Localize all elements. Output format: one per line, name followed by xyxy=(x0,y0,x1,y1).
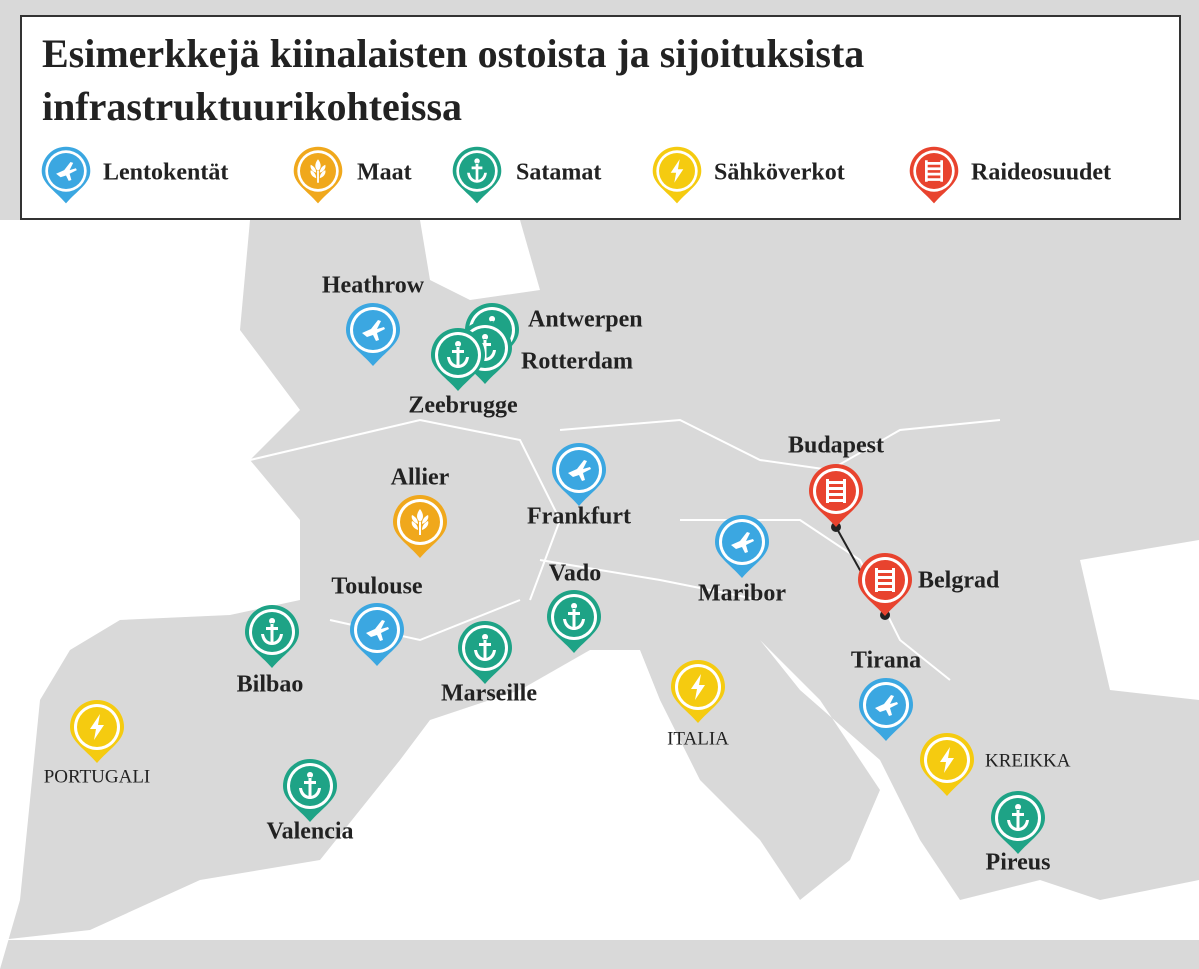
sea xyxy=(0,220,1199,969)
place-pin xyxy=(552,443,606,506)
place-label: PORTUGALI xyxy=(44,766,151,787)
place-pin xyxy=(547,590,601,653)
mediterranean xyxy=(0,640,1199,940)
atlantic xyxy=(0,220,300,969)
place-label: Frankfurt xyxy=(527,504,631,530)
pins: Heathrow Frankfurt Toulouse Maribor Tirana Al… xyxy=(44,273,1071,876)
pin-icon xyxy=(940,747,954,773)
pin-icon xyxy=(90,714,104,740)
legend-pin xyxy=(652,146,702,204)
place-pin xyxy=(283,759,337,822)
place-label: Tirana xyxy=(851,648,921,674)
legend-pin xyxy=(909,146,959,204)
place-pin xyxy=(859,678,913,741)
place-pin xyxy=(458,621,512,684)
pin-icon xyxy=(310,159,326,183)
legend-pin xyxy=(452,146,502,204)
pin-icon xyxy=(568,460,591,481)
legend-pin xyxy=(41,146,91,204)
pin-icon xyxy=(467,158,487,183)
place-label: KREIKKA xyxy=(985,750,1071,771)
place-pin xyxy=(346,303,400,366)
north-sea xyxy=(420,220,540,300)
place-label: Rotterdam xyxy=(521,349,633,375)
place-pin xyxy=(350,603,404,666)
place-pin xyxy=(393,495,447,558)
pin-icon xyxy=(366,620,389,641)
pin-icon xyxy=(691,674,705,700)
pin-icon xyxy=(1007,804,1029,831)
pin-icon xyxy=(447,341,469,368)
place-label: Zeebrugge xyxy=(408,393,518,419)
pin-icon xyxy=(411,509,429,535)
pin-icon xyxy=(474,334,496,361)
place-label: Toulouse xyxy=(331,574,423,600)
legend: Lentokentät Maat Satamat Sähköverkot Raideos… xyxy=(41,146,1111,204)
pin-face xyxy=(916,153,952,189)
pin-face xyxy=(865,560,905,600)
place-label: ITALIA xyxy=(667,728,729,749)
place-pin xyxy=(809,464,863,527)
pin-face xyxy=(816,471,856,511)
place-label: Maribor xyxy=(698,581,786,607)
place-label: Antwerpen xyxy=(528,307,643,333)
legend-box: Esimerkkejä kiinalaisten ostoista ja sij… xyxy=(20,15,1181,220)
place-label: Marseille xyxy=(441,681,537,707)
place-pin xyxy=(858,553,912,616)
pin-icon xyxy=(261,618,283,645)
borders xyxy=(249,418,1001,681)
legend-label: Satamat xyxy=(516,160,601,186)
pin-icon xyxy=(299,772,321,799)
place-label: Bilbao xyxy=(237,672,304,698)
pin-icon xyxy=(362,320,385,341)
pin-icon xyxy=(875,568,895,592)
place-pin xyxy=(991,791,1045,854)
legend-label: Lentokentät xyxy=(103,160,228,186)
place-pin xyxy=(245,605,299,668)
pin-icon xyxy=(875,695,898,716)
place-label: Budapest xyxy=(788,433,884,459)
place-pin xyxy=(431,328,485,391)
pin-icon xyxy=(670,159,684,183)
legend-label: Maat xyxy=(357,160,412,186)
place-pin xyxy=(671,660,725,723)
border xyxy=(249,418,1001,681)
pin-icon xyxy=(474,634,496,661)
pin-icon xyxy=(56,162,77,181)
title: Esimerkkejä kiinalaisten ostoista ja sij… xyxy=(42,31,865,129)
place-label: Vado xyxy=(549,561,601,587)
pin-icon xyxy=(563,603,585,630)
place-label: Valencia xyxy=(266,819,353,845)
place-label: Heathrow xyxy=(322,273,425,299)
pin-icon xyxy=(925,160,943,182)
pin-icon xyxy=(826,479,846,503)
pin-icon xyxy=(731,532,754,553)
place-pin xyxy=(70,700,124,763)
place-pin xyxy=(715,515,769,578)
legend-label: Sähköverkot xyxy=(714,160,845,186)
black-sea xyxy=(1080,540,1199,700)
place-label: Belgrad xyxy=(918,568,1000,594)
legend-label: Raideosuudet xyxy=(971,160,1111,186)
legend-pin xyxy=(293,146,343,204)
place-label: Allier xyxy=(391,465,450,491)
place-pin xyxy=(920,733,974,796)
place-label: Pireus xyxy=(986,850,1051,876)
